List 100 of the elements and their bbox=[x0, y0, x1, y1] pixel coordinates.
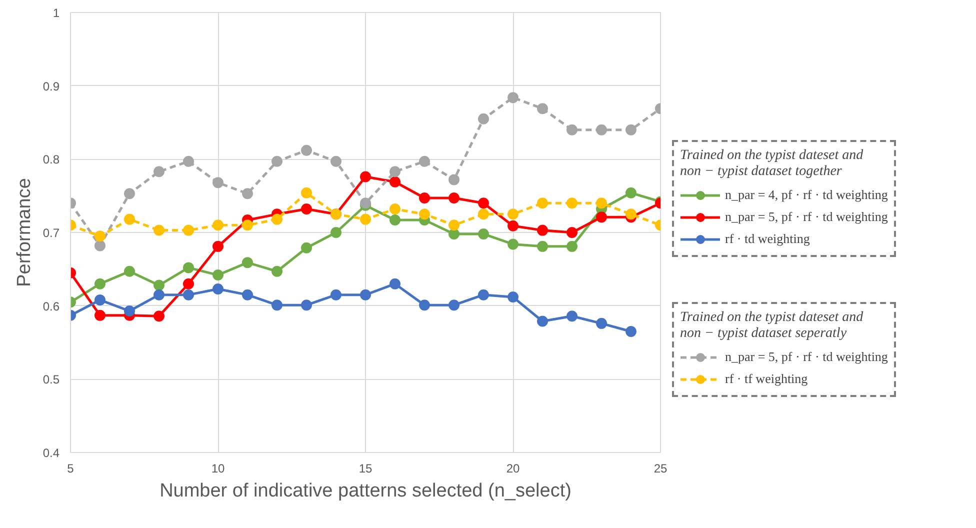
point bbox=[537, 224, 548, 236]
point bbox=[301, 144, 312, 156]
point bbox=[626, 124, 636, 136]
point bbox=[537, 198, 548, 209]
point bbox=[272, 300, 282, 311]
point bbox=[566, 310, 578, 322]
point bbox=[183, 224, 194, 236]
point bbox=[478, 113, 489, 124]
point bbox=[596, 198, 607, 209]
point bbox=[537, 316, 548, 327]
point bbox=[154, 289, 164, 300]
legend-label: rf · tf weighting bbox=[725, 371, 808, 387]
point bbox=[272, 266, 282, 277]
point bbox=[183, 278, 194, 290]
point bbox=[301, 187, 312, 198]
point bbox=[508, 292, 518, 303]
point bbox=[508, 220, 518, 232]
point bbox=[124, 214, 135, 225]
point bbox=[183, 262, 194, 274]
point bbox=[301, 204, 312, 215]
point bbox=[390, 204, 400, 215]
point bbox=[154, 224, 164, 236]
y-tick-label: 0.6 bbox=[42, 299, 60, 314]
legend-label: n_par = 5, pf · rf · td weighting bbox=[725, 209, 888, 225]
point bbox=[508, 208, 518, 220]
point bbox=[596, 212, 607, 223]
point bbox=[360, 171, 371, 182]
text: Trained on the typist dateset and non − typist dataset together bbox=[680, 148, 864, 180]
x-tick-label: 5 bbox=[67, 462, 74, 476]
point bbox=[301, 300, 312, 311]
point bbox=[566, 198, 578, 209]
point bbox=[183, 289, 194, 300]
point bbox=[448, 300, 460, 311]
point bbox=[154, 310, 164, 322]
point bbox=[212, 220, 224, 231]
point bbox=[448, 220, 460, 231]
point bbox=[566, 124, 578, 136]
point bbox=[448, 174, 460, 186]
x-tick-label: 25 bbox=[654, 462, 668, 476]
point bbox=[419, 192, 430, 204]
legend-label: n_par = 4, pf · rf · td weighting bbox=[725, 187, 888, 203]
point bbox=[596, 318, 607, 329]
point bbox=[390, 214, 400, 226]
point bbox=[390, 176, 400, 188]
point bbox=[154, 166, 164, 178]
point bbox=[537, 240, 548, 252]
y-tick-label: 0.5 bbox=[42, 372, 60, 387]
point bbox=[478, 198, 489, 209]
point bbox=[272, 214, 282, 225]
point bbox=[419, 300, 430, 311]
point bbox=[626, 208, 636, 220]
point bbox=[242, 188, 253, 200]
y-tick-label: 0.9 bbox=[42, 79, 60, 94]
point bbox=[242, 220, 253, 231]
point bbox=[508, 92, 518, 104]
point bbox=[448, 228, 460, 240]
point bbox=[154, 280, 164, 291]
point bbox=[94, 230, 106, 242]
point bbox=[330, 156, 342, 167]
point bbox=[94, 240, 106, 252]
point bbox=[448, 192, 460, 204]
point bbox=[626, 187, 636, 198]
y-tick-label: 0.8 bbox=[42, 152, 60, 167]
x-tick-label: 10 bbox=[211, 462, 225, 476]
point bbox=[212, 177, 224, 188]
point bbox=[242, 289, 253, 300]
y-axis-title: Performance bbox=[14, 178, 35, 287]
point bbox=[124, 305, 135, 316]
point bbox=[212, 283, 224, 294]
point bbox=[566, 240, 578, 252]
point bbox=[419, 156, 430, 167]
point bbox=[242, 257, 253, 268]
y-tick-label: 0.7 bbox=[42, 226, 60, 240]
point bbox=[566, 227, 578, 238]
point bbox=[272, 156, 282, 167]
point bbox=[478, 289, 489, 300]
point bbox=[183, 156, 194, 167]
point bbox=[596, 124, 607, 136]
point bbox=[212, 240, 224, 252]
point bbox=[124, 188, 135, 200]
point bbox=[390, 166, 400, 178]
point bbox=[301, 242, 312, 254]
point bbox=[478, 228, 489, 240]
point bbox=[94, 278, 106, 290]
x-tick-label: 15 bbox=[358, 462, 372, 476]
point bbox=[330, 289, 342, 300]
point bbox=[94, 310, 106, 321]
y-tick-label: 0.4 bbox=[42, 446, 60, 460]
x-axis-title: Number of indicative patterns selected (n_select) bbox=[160, 480, 572, 502]
point bbox=[390, 278, 400, 290]
point bbox=[360, 289, 371, 300]
x-tick-label: 20 bbox=[506, 462, 520, 476]
point bbox=[124, 266, 135, 277]
point bbox=[212, 270, 224, 281]
point bbox=[419, 208, 430, 220]
text: Trained on the typist dateset and non − typist dataset seperatly bbox=[680, 310, 864, 342]
point bbox=[330, 227, 342, 238]
point bbox=[360, 214, 371, 225]
point bbox=[94, 294, 106, 306]
point bbox=[537, 103, 548, 114]
